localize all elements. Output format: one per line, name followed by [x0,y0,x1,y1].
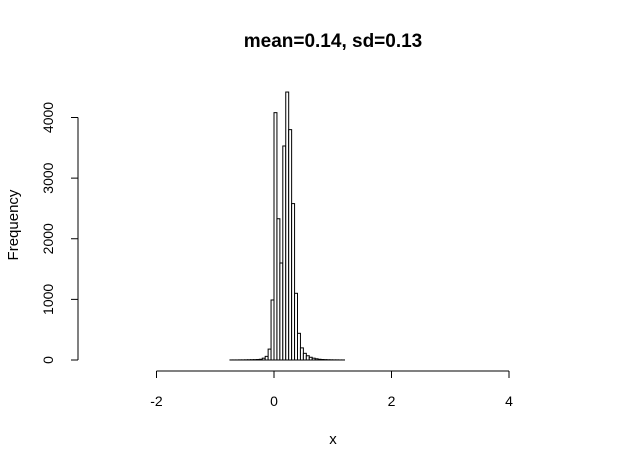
x-tick-label: 0 [270,393,278,409]
x-tick-label: -2 [150,393,163,409]
histogram-bar [294,292,298,361]
x-axis-label: x [329,431,337,448]
y-axis-label: Frequency [5,189,22,260]
chart-title: mean=0.14, sd=0.13 [244,31,423,52]
histogram-bar [291,203,296,361]
x-tick-label: 2 [388,393,396,409]
histogram-bar [297,332,301,361]
y-tick-label: 3000 [40,162,56,193]
x-axis: -2 0 2 4 [150,370,513,409]
y-axis: 0 1000 2000 3000 4000 [40,102,79,364]
histogram-bars [229,91,345,361]
y-tick-label: 0 [40,356,56,364]
y-tick-label: 2000 [40,223,56,254]
y-tick-label: 4000 [40,102,56,133]
x-tick-label: 4 [505,393,513,409]
y-tick-label: 1000 [40,284,56,315]
